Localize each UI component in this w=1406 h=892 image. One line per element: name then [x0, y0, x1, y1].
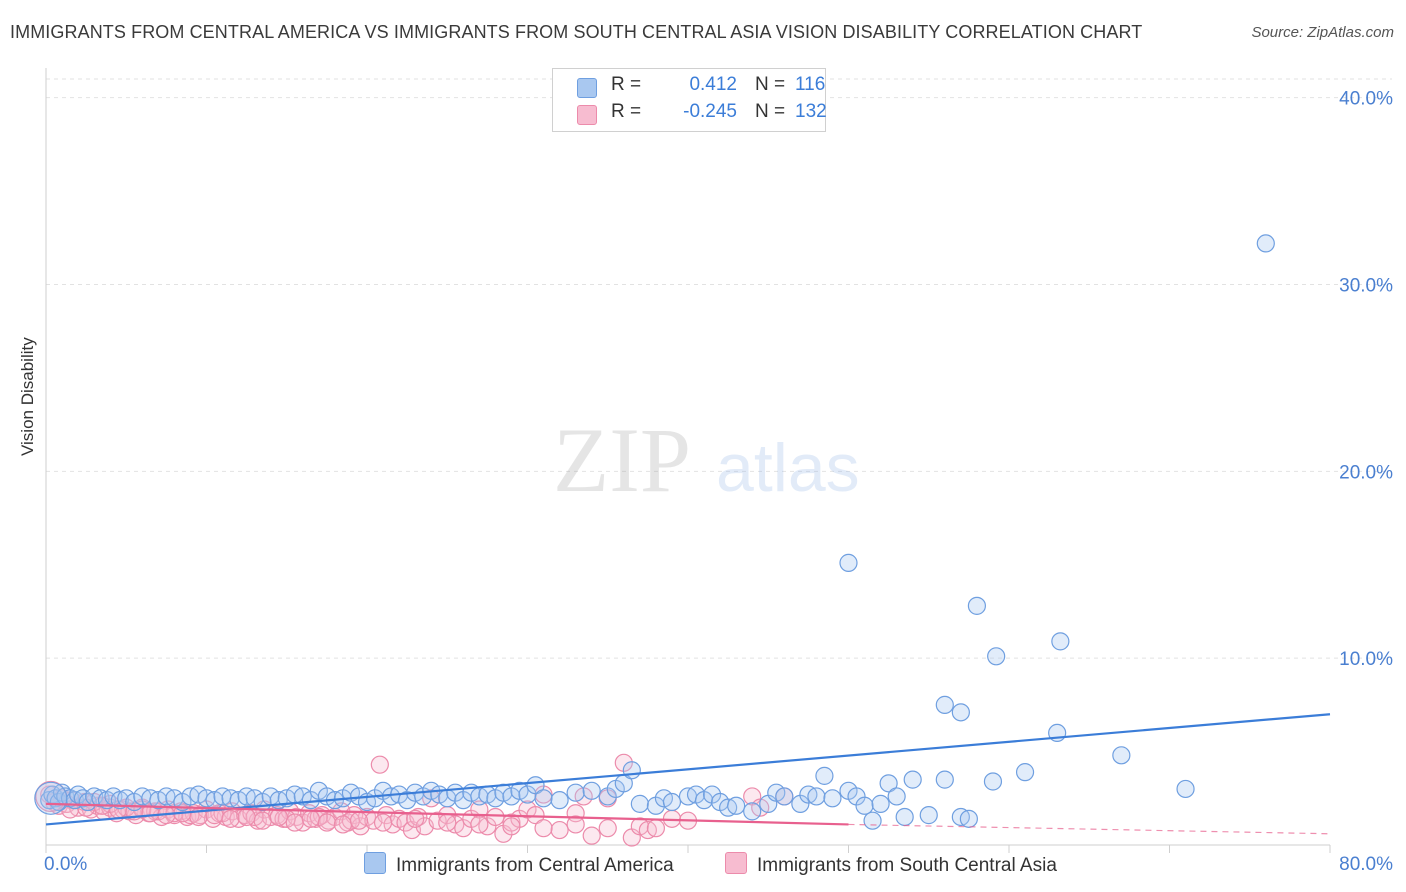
data-point-blue	[935, 770, 954, 789]
bottom-swatch-pink	[725, 852, 747, 874]
trend-line-blue	[45, 713, 1331, 826]
data-point-blue	[987, 647, 1006, 666]
data-point-blue	[887, 787, 906, 806]
data-point-blue	[566, 783, 585, 802]
data-point-blue	[903, 770, 922, 789]
data-point-pink	[253, 811, 272, 830]
data-point-blue	[534, 789, 553, 808]
legend-n-label: N =	[755, 101, 786, 122]
data-point-blue	[1256, 234, 1275, 253]
data-point-blue	[775, 787, 794, 806]
data-point-pink	[526, 806, 545, 825]
data-point-blue	[871, 794, 890, 813]
data-point-blue	[967, 596, 987, 615]
data-point-pink	[438, 813, 457, 832]
source-label: Source: ZipAtlas.com	[1251, 24, 1394, 41]
y-tick-label: 40.0%	[1339, 89, 1393, 110]
axes	[45, 68, 1331, 853]
data-point-pink	[598, 819, 617, 838]
tick-labels: 10.0% 20.0% 30.0% 40.0% 0.0% 80.0%	[44, 89, 1393, 875]
data-point-blue	[951, 703, 970, 722]
data-point-blue	[743, 802, 762, 821]
bottom-legend-label: Immigrants from South Central Asia	[757, 855, 1057, 876]
data-point-pink	[502, 817, 521, 836]
legend-n-value: 132	[795, 101, 827, 122]
trend-line-pink-extrapolated	[848, 823, 1331, 835]
data-point-pink	[221, 809, 240, 828]
data-point-pink	[373, 813, 393, 832]
data-point-blue	[895, 807, 914, 827]
legend-r-label: R =	[611, 101, 642, 122]
data-point-blue	[630, 794, 649, 813]
data-point-pink	[646, 819, 666, 838]
data-point-blue	[622, 761, 641, 780]
data-point-pink	[534, 819, 553, 838]
data-point-blue	[919, 806, 938, 825]
data-point-pink	[566, 815, 585, 834]
data-point-blue	[550, 791, 569, 810]
x-tick-label: 80.0%	[1339, 854, 1393, 875]
data-point-blue	[807, 787, 826, 806]
y-tick-label: 30.0%	[1339, 276, 1393, 297]
y-axis-label: Vision Disability	[18, 337, 37, 456]
data-point-blue	[839, 553, 858, 572]
legend-swatch-blue	[577, 78, 597, 98]
bottom-legend-central-america: Immigrants from Central America	[364, 852, 674, 877]
data-point-pink	[550, 820, 569, 840]
data-point-blue	[582, 781, 601, 800]
data-point-pink	[317, 813, 336, 832]
data-point-blue	[662, 792, 682, 812]
watermark: ZIP atlas	[553, 409, 860, 511]
data-point-blue-cluster	[34, 781, 68, 815]
data-point-pink	[237, 807, 256, 827]
data-point-pink	[582, 826, 601, 845]
data-point-blue	[935, 695, 954, 714]
legend-n-label: N =	[755, 74, 786, 95]
chart-title: IMMIGRANTS FROM CENTRAL AMERICA VS IMMIG…	[10, 22, 1143, 42]
watermark-atlas: atlas	[716, 430, 860, 506]
data-point-pink	[470, 800, 489, 819]
series-central-america	[34, 234, 1275, 830]
legend-r-label: R =	[611, 74, 642, 95]
legend-r-value: 0.412	[689, 74, 737, 95]
data-point-pink	[141, 804, 160, 823]
y-tick-label: 20.0%	[1339, 462, 1393, 483]
data-point-blue	[983, 772, 1003, 791]
bottom-legend-south-central-asia: Immigrants from South Central Asia	[725, 852, 1057, 877]
data-point-blue	[1051, 632, 1070, 651]
data-point-pink	[333, 815, 353, 834]
data-point-pink	[285, 813, 304, 832]
data-point-blue	[110, 791, 129, 810]
data-point-blue	[959, 809, 978, 828]
data-point-blue	[1112, 746, 1131, 765]
legend-r-value: -0.245	[683, 101, 737, 122]
data-point-pink	[486, 807, 505, 827]
data-point-pink	[349, 811, 369, 830]
data-point-blue	[1176, 779, 1195, 799]
bottom-legend-label: Immigrants from Central America	[396, 855, 674, 876]
legend: R = 0.412 N = 116 R = -0.245 N = 132	[552, 68, 827, 132]
data-point-blue	[879, 774, 898, 793]
data-point-blue	[1015, 763, 1035, 782]
legend-swatch-pink	[577, 105, 597, 125]
x-tick-label: 0.0%	[44, 854, 87, 875]
data-point-blue	[823, 789, 842, 808]
data-point-blue	[863, 811, 882, 830]
y-tick-label: 10.0%	[1339, 649, 1393, 670]
data-point-pink	[406, 809, 425, 828]
data-point-blue	[815, 766, 834, 785]
data-point-pink	[370, 755, 389, 774]
data-point-blue	[855, 796, 874, 815]
trend-lines	[45, 713, 1331, 835]
gridlines	[46, 78, 1392, 659]
data-point-pink	[301, 809, 320, 828]
bottom-swatch-blue	[364, 852, 386, 874]
data-point-blue	[727, 796, 746, 815]
legend-n-value: 116	[795, 74, 826, 95]
data-point-pink	[470, 815, 489, 834]
watermark-zip: ZIP	[553, 409, 691, 511]
trend-line-pink	[45, 802, 849, 826]
